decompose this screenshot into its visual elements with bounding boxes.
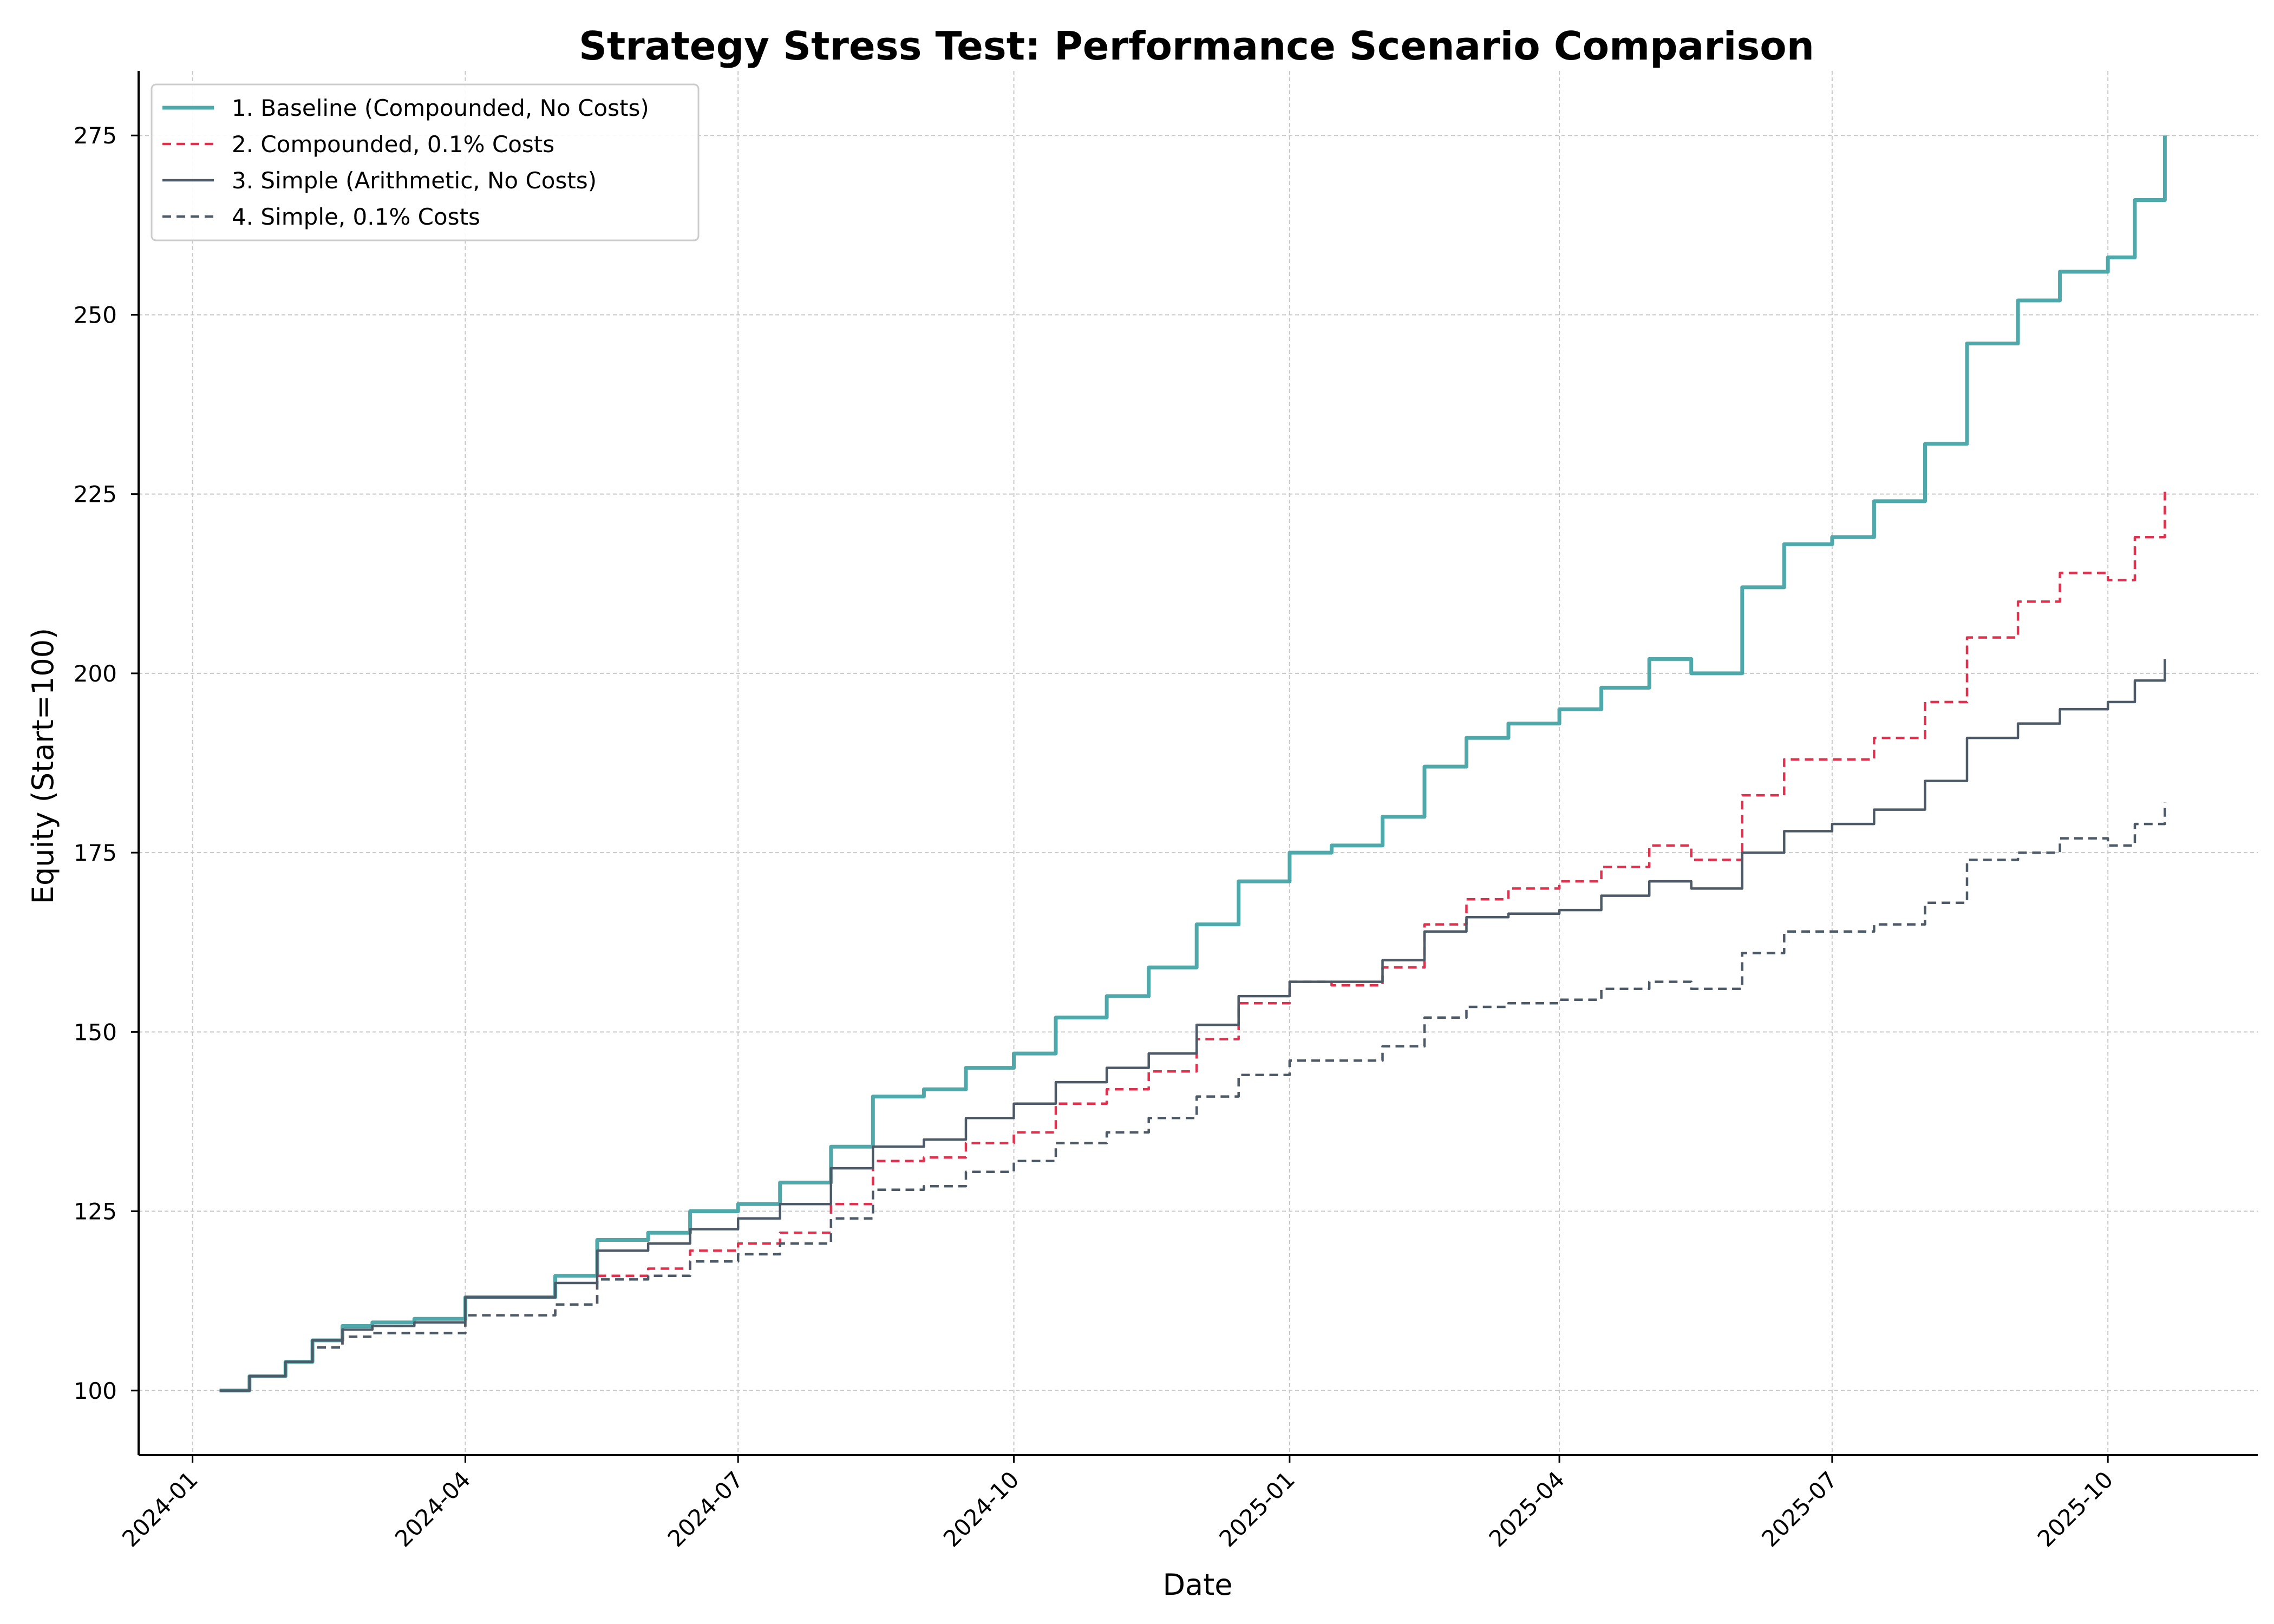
legend-label-3: 3. Simple (Arithmetic, No Costs) [232, 167, 597, 194]
legend-label-1: 1. Baseline (Compounded, No Costs) [232, 95, 649, 121]
legend-label-4: 4. Simple, 0.1% Costs [232, 204, 480, 230]
x-tick-label: 2025-07 [1756, 1466, 1842, 1552]
x-tick-label: 2024-01 [117, 1466, 203, 1552]
x-axis-label: Date [1162, 1568, 1232, 1602]
series-lines [219, 135, 2167, 1393]
y-tick-label: 200 [74, 660, 117, 687]
x-axis-ticks: 2024-01 2024-04 2024-07 2024-10 2025-01 2025-… [117, 1455, 2118, 1552]
y-axis-ticks: 100 125 150 175 200 225 250 275 [74, 122, 139, 1404]
x-tick-label: 2025-01 [1214, 1466, 1300, 1552]
legend-box [151, 83, 700, 241]
series-line-3 [219, 659, 2166, 1392]
y-tick-label: 250 [74, 302, 117, 328]
grid-lines [139, 71, 2258, 1455]
legend-label-2: 2. Compounded, 0.1% Costs [232, 131, 554, 158]
x-tick-label: 2024-07 [663, 1466, 749, 1552]
x-tick-label: 2025-10 [2033, 1466, 2119, 1552]
y-tick-label: 125 [74, 1199, 117, 1225]
series-line-1 [219, 135, 2167, 1393]
y-tick-label: 225 [74, 481, 117, 508]
series-line-4 [219, 802, 2166, 1392]
x-tick-label: 2024-10 [938, 1466, 1024, 1552]
x-tick-label: 2025-04 [1484, 1466, 1570, 1552]
y-tick-label: 175 [74, 840, 117, 866]
series-line-2 [219, 487, 2166, 1392]
y-tick-label: 275 [74, 122, 117, 149]
legend: 1. Baseline (Compounded, No Costs) 2. Com… [151, 83, 700, 241]
x-tick-label: 2024-04 [390, 1466, 476, 1552]
chart-title: Strategy Stress Test: Performance Scenar… [579, 23, 1814, 69]
y-tick-label: 100 [74, 1378, 117, 1404]
y-axis-label: Equity (Start=100) [26, 628, 60, 904]
legend-entries: 1. Baseline (Compounded, No Costs) 2. Com… [162, 95, 649, 230]
y-tick-label: 150 [74, 1019, 117, 1045]
